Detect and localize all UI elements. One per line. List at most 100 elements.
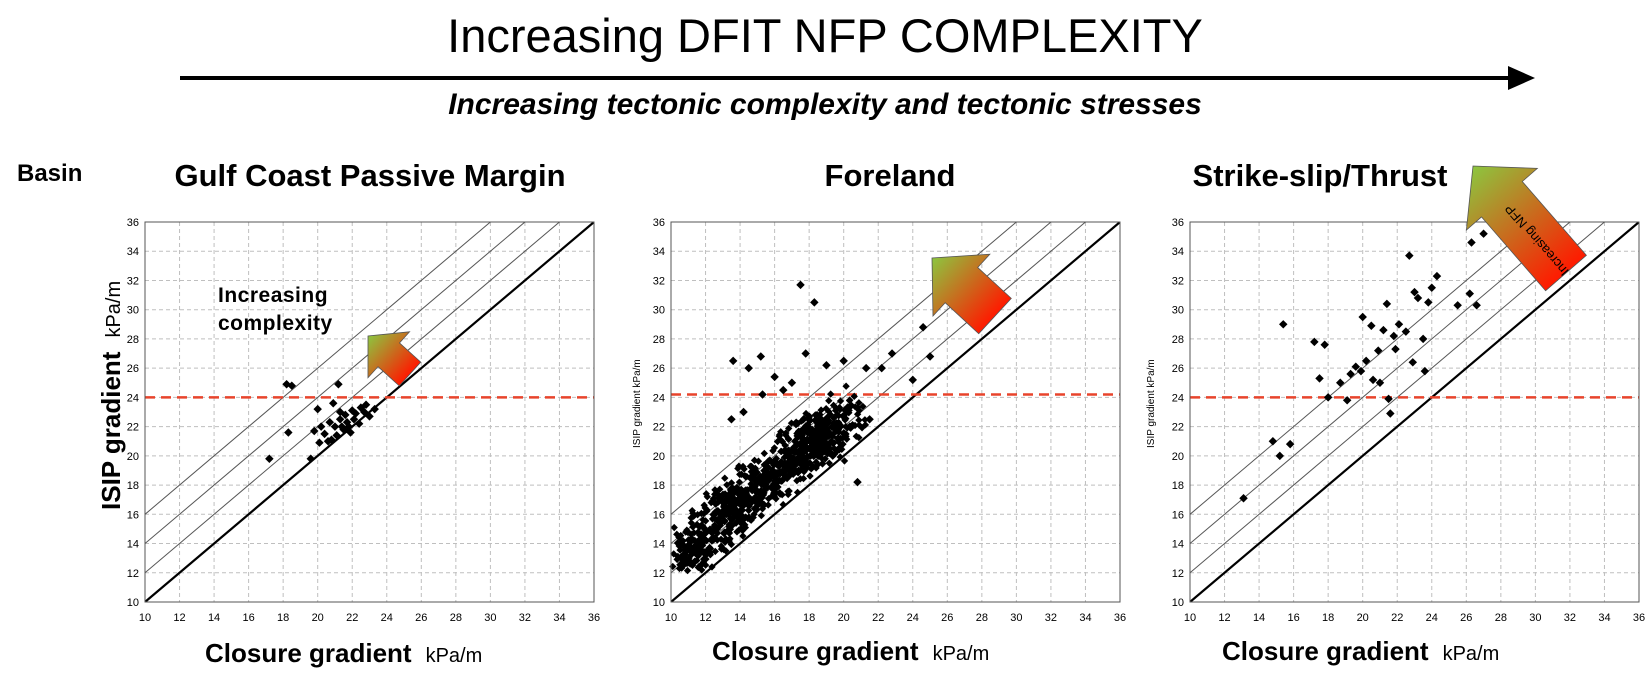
- chart-1-ytick: 12: [127, 568, 139, 580]
- chart-2-cloud-point: [795, 456, 803, 465]
- chart-2-cloud-point: [858, 424, 866, 432]
- chart-1-ytick: 14: [127, 539, 139, 551]
- chart-2-data-point: [758, 390, 767, 399]
- chart-2-cloud-point: [699, 555, 708, 563]
- chart-2-data-point: [887, 349, 897, 358]
- chart-3-ytick: 34: [1172, 246, 1184, 258]
- chart-3-ytick: 12: [1172, 568, 1184, 580]
- chart-1-xlabel-text: Closure gradient: [205, 638, 412, 668]
- chart-2-data-point: [810, 298, 819, 307]
- chart-2-cloud-point: [835, 412, 843, 420]
- chart-2-cloud-point: [714, 507, 722, 515]
- chart-3-frame: [1189, 221, 1640, 603]
- chart-2-cloud-point: [751, 493, 760, 501]
- chart-2-cloud-point: [770, 444, 779, 452]
- chart-2-ylabel: ISIP gradient kPa/m: [632, 359, 643, 448]
- chart-2-data-point: [877, 363, 886, 373]
- chart-2-cloud-point: [758, 505, 767, 513]
- chart-3-xtick: 28: [1495, 612, 1507, 624]
- chart-3-data-point: [1384, 394, 1393, 404]
- chart-2-cloud-point: [829, 401, 838, 410]
- chart-2-cloud-point: [764, 457, 773, 465]
- page-subtitle: Increasing tectonic complexity and tecto…: [448, 88, 1202, 121]
- chart-2-ytick: 34: [653, 246, 665, 258]
- chart-2-cloud-point: [840, 457, 849, 465]
- chart-2-cloud-point: [741, 521, 749, 529]
- chart-2-cloud-point: [812, 446, 820, 454]
- chart-2-cloud-point: [769, 466, 777, 475]
- chart-2-cloud-point: [752, 486, 761, 494]
- chart-3-diagonal-line: [1190, 222, 1537, 515]
- chart-3-data-point: [1389, 331, 1399, 341]
- chart-3-data-point: [1375, 378, 1385, 388]
- chart-3-data-point: [1268, 436, 1278, 446]
- chart-2-cloud-point: [842, 382, 850, 390]
- chart-1-ytick: 36: [127, 217, 139, 229]
- chart-1-nfp-arrow: [367, 331, 422, 387]
- chart-1-diagonal-line: [145, 222, 492, 515]
- chart-3-xtick: 26: [1460, 612, 1472, 624]
- chart-2-cloud-point: [855, 416, 863, 424]
- chart-2-cloud-point: [807, 465, 815, 473]
- chart-2-cloud-point: [683, 566, 692, 575]
- chart-2-cloud-point: [823, 426, 831, 435]
- chart-3-title: Strike-slip/Thrust: [1192, 158, 1448, 193]
- chart-2-ytick: 36: [653, 217, 665, 229]
- chart-2-title: Foreland: [824, 158, 956, 193]
- chart-2-cloud-point: [779, 500, 787, 509]
- chart-3-xtick: 24: [1426, 612, 1438, 624]
- chart-2-xlabel-unit: kPa/m: [932, 643, 990, 665]
- chart-2-data-point: [918, 322, 928, 332]
- chart-2-data-point: [908, 375, 918, 385]
- chart-2-xtick: 14: [734, 612, 746, 624]
- chart-2-cloud-point: [711, 547, 719, 556]
- chart-3-xtick: 36: [1633, 612, 1645, 624]
- chart-2-data-point: [770, 372, 779, 382]
- chart-1-data-point: [327, 435, 336, 445]
- chart-2-cloud-point: [855, 433, 863, 442]
- chart-2-cloud-point: [784, 487, 792, 496]
- chart-2-cloud-point: [780, 453, 789, 462]
- chart-3-data-point: [1427, 283, 1437, 293]
- chart-1-frame: [144, 221, 595, 603]
- chart-2-cloud-point: [806, 472, 814, 480]
- chart-2-cloud-point: [842, 414, 850, 423]
- chart-1-xtick: 18: [277, 612, 289, 624]
- chart-1-data-point: [325, 417, 335, 427]
- chart-2-xtick: 16: [768, 612, 780, 624]
- chart-3-xtick: 22: [1391, 612, 1403, 624]
- chart-3-xtick: 14: [1253, 612, 1265, 624]
- chart-1-data-point: [351, 409, 360, 418]
- chart-2-cloud-point: [829, 452, 837, 460]
- chart-2-cloud-point: [677, 531, 685, 540]
- chart-2-ytick: 10: [653, 597, 665, 609]
- chart-2-cloud-point: [798, 426, 806, 435]
- chart-2-cloud-point: [736, 470, 744, 479]
- chart-2-cloud-point: [685, 559, 693, 567]
- chart-2-cloud-point: [851, 403, 859, 411]
- chart-3-data-point: [1472, 301, 1481, 310]
- chart-2-cloud-point: [689, 523, 697, 531]
- chart-1-title: Gulf Coast Passive Margin: [174, 158, 566, 193]
- chart-2-cloud-point: [768, 492, 776, 500]
- chart-2-cloud-point: [721, 538, 729, 546]
- chart-2-data-point: [727, 415, 736, 424]
- chart-2-cloud-point: [727, 540, 736, 549]
- chart-2-ytick: 12: [653, 568, 665, 580]
- chart-2-cloud-point: [777, 436, 785, 444]
- chart-3-data-point: [1418, 334, 1428, 344]
- chart-3-xlabel-text: Closure gradient: [1222, 636, 1429, 666]
- chart-1-xtick: 16: [242, 612, 254, 624]
- chart-2-data-point: [796, 280, 805, 290]
- chart-3-data-point: [1356, 366, 1366, 376]
- chart-2-cloud-point: [701, 517, 710, 525]
- chart-2-cloud-point: [775, 462, 783, 471]
- chart-3-ylabel: ISIP gradient kPa/m: [1146, 359, 1157, 448]
- chart-1-data-point: [320, 429, 329, 439]
- chart-2-cloud-point: [811, 439, 820, 448]
- chart-2-data-point: [728, 356, 738, 366]
- chart-3-ytick: 30: [1172, 305, 1184, 317]
- chart-1-data-point: [328, 398, 338, 408]
- chart-2-cloud-point: [778, 491, 786, 499]
